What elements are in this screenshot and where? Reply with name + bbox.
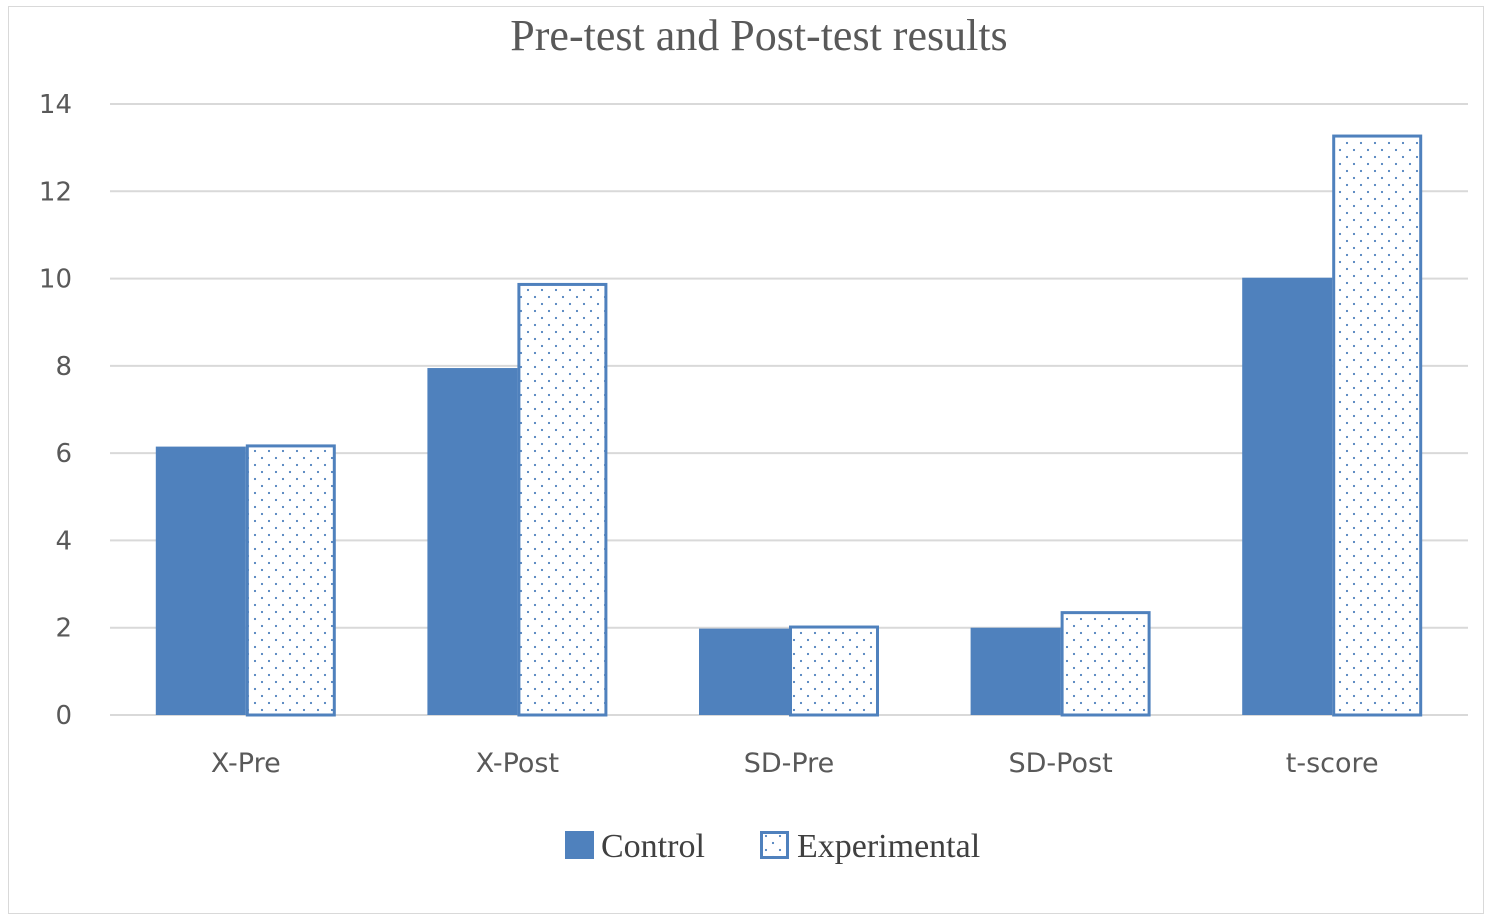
bar-experimental (1332, 134, 1423, 717)
y-tick-label: 8 (55, 352, 72, 382)
x-axis-labels: X-Pre X-Post SD-Pre SD-Post t-score (211, 748, 1379, 779)
y-tick-label: 10 (39, 265, 72, 295)
y-tick-label: 2 (55, 614, 72, 644)
y-tick-label: 4 (55, 526, 72, 556)
chart-title: Pre-test and Post-test results (510, 11, 1007, 60)
bar-control (1242, 277, 1333, 715)
y-tick-label: 0 (55, 701, 72, 731)
bars (155, 134, 1423, 717)
bar-experimental (517, 282, 608, 717)
bar-experimental (245, 444, 336, 717)
legend: Control Experimental (565, 828, 980, 865)
x-category-label: SD-Pre (744, 748, 835, 779)
bar-experimental (789, 625, 879, 717)
bar-control (427, 368, 518, 715)
bar-control (155, 446, 246, 715)
legend-swatch-experimental (760, 831, 789, 859)
legend-label-experimental: Experimental (797, 828, 980, 865)
x-category-label: X-Pre (211, 748, 281, 779)
x-category-label: t-score (1286, 748, 1379, 779)
y-tick-label: 12 (39, 177, 72, 207)
x-category-label: X-Post (476, 748, 559, 779)
y-axis-ticks: 0 2 4 6 8 10 12 14 (39, 90, 72, 731)
y-tick-label: 6 (55, 439, 72, 469)
x-category-label: SD-Post (1009, 748, 1113, 779)
bar-experimental (1060, 611, 1151, 717)
bar-control (970, 627, 1061, 715)
legend-label-control: Control (601, 828, 705, 865)
y-tick-label: 14 (39, 90, 72, 120)
bar-control (699, 628, 789, 715)
gridlines (110, 103, 1468, 716)
legend-swatch-control (565, 831, 594, 859)
